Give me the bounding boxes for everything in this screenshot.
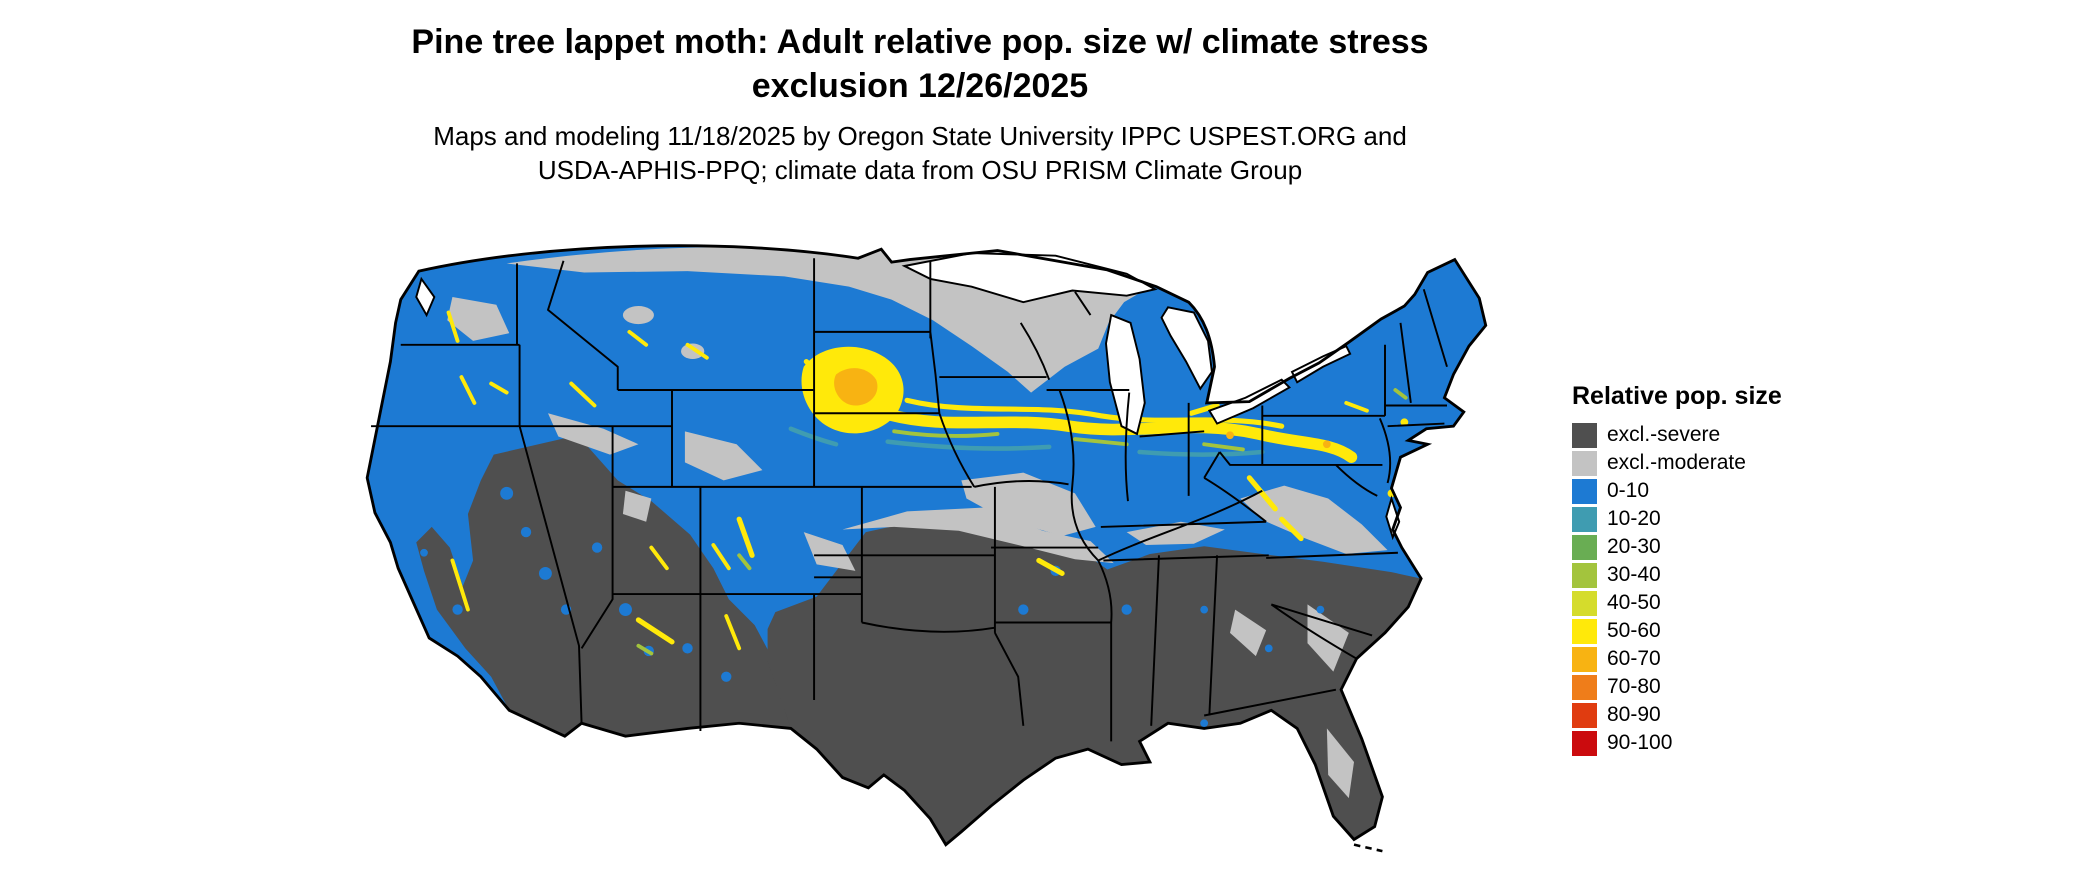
legend-item: 60-70 <box>1572 645 1782 673</box>
legend-swatch <box>1572 534 1597 560</box>
excl-severe-south-southeast <box>767 517 1422 845</box>
legend-item-label: 20-30 <box>1607 535 1661 558</box>
chart-subtitle-line2: USDA-APHIS-PPQ; climate data from OSU PR… <box>537 154 1303 185</box>
legend-item: 40-50 <box>1572 589 1782 617</box>
legend-swatch <box>1572 478 1597 504</box>
legend-swatch <box>1572 590 1597 616</box>
legend-swatch <box>1572 702 1597 728</box>
legend-swatch <box>1572 674 1597 700</box>
chart-title-line1: Pine tree lappet moth: Adult relative po… <box>411 23 1429 61</box>
excl-severe-southwest <box>416 435 791 737</box>
legend-item-label: 10-20 <box>1607 507 1661 530</box>
lake-michigan <box>1105 313 1146 436</box>
legend-item-label: 60-70 <box>1607 647 1661 670</box>
legend-item: 90-100 <box>1572 729 1782 757</box>
lake-ontario <box>1290 344 1352 384</box>
legend-item: excl.-severe <box>1572 421 1782 449</box>
band-60-70-hotspots <box>834 368 1331 449</box>
legend-item: 50-60 <box>1572 617 1782 645</box>
legend-item: 20-30 <box>1572 533 1782 561</box>
puget-sound <box>415 276 436 318</box>
legend-item: 0-10 <box>1572 477 1782 505</box>
excl-moderate-regions <box>447 247 1388 799</box>
legend-item-label: excl.-severe <box>1607 423 1721 446</box>
legend-item-label: 80-90 <box>1607 703 1661 726</box>
chesapeake-bay <box>1385 495 1401 541</box>
excl-moderate-central-band <box>842 507 1114 564</box>
legend-item-label: 50-60 <box>1607 619 1661 642</box>
legend-item: 30-40 <box>1572 561 1782 589</box>
legend-item: excl.-moderate <box>1572 449 1782 477</box>
excl-moderate-appalachia <box>1240 485 1388 555</box>
us-population-map <box>365 244 1488 853</box>
excl-severe-regions <box>416 435 1422 845</box>
lake-huron <box>1160 306 1213 391</box>
legend-item-label: 90-100 <box>1607 731 1673 754</box>
legend-item: 10-20 <box>1572 505 1782 533</box>
legend-item-label: excl.-moderate <box>1607 451 1746 474</box>
legend-item-label: 70-80 <box>1607 675 1661 698</box>
band-20-40-streaks <box>636 388 1408 656</box>
chart-subtitle: Maps and modeling 11/18/2025 by Oregon S… <box>170 120 1670 188</box>
legend-swatch <box>1572 562 1597 588</box>
florida-keys <box>1353 843 1383 853</box>
legend-swatch <box>1572 506 1597 532</box>
legend-swatch <box>1572 422 1597 448</box>
legend-item-label: 40-50 <box>1607 591 1661 614</box>
chart-title: Pine tree lappet moth: Adult relative po… <box>170 20 1670 108</box>
legend-item-label: 30-40 <box>1607 563 1661 586</box>
legend-item-label: 0-10 <box>1607 479 1650 502</box>
legend-swatch <box>1572 730 1597 756</box>
legend-item: 80-90 <box>1572 701 1782 729</box>
legend-title: Relative pop. size <box>1572 382 1782 410</box>
chart-subtitle-line1: Maps and modeling 11/18/2025 by Oregon S… <box>433 121 1407 151</box>
legend-swatch <box>1572 618 1597 644</box>
legend-swatch <box>1572 450 1597 476</box>
state-boundaries <box>371 258 1448 742</box>
legend-swatch <box>1572 646 1597 672</box>
chart-title-line2: exclusion 12/26/2025 <box>751 67 1089 106</box>
legend-item: 70-80 <box>1572 673 1782 701</box>
legend: Relative pop. size excl.-severe excl.-mo… <box>1572 382 1782 757</box>
